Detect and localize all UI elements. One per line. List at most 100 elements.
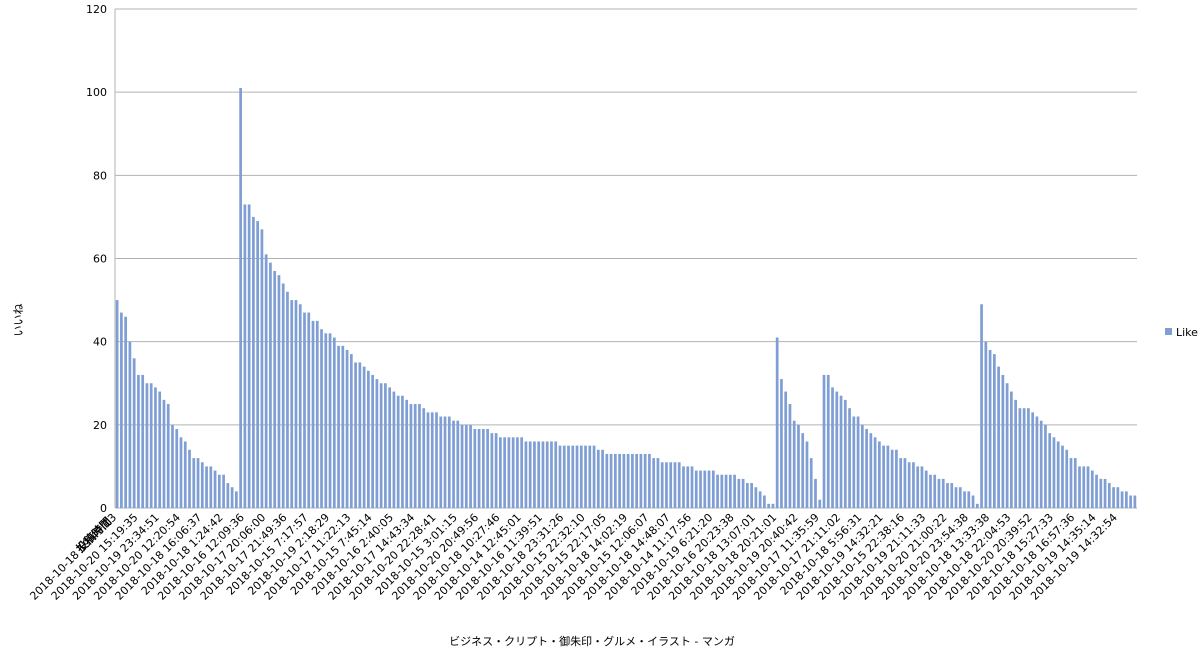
bar — [528, 441, 532, 508]
bar — [320, 329, 323, 508]
bar — [179, 437, 183, 508]
bar — [745, 483, 749, 508]
bar — [711, 470, 715, 508]
bar — [324, 333, 328, 508]
bar — [1133, 495, 1137, 508]
bar — [158, 391, 162, 508]
bar — [605, 453, 609, 508]
bar — [183, 441, 187, 508]
bar — [784, 391, 788, 508]
bar — [490, 433, 494, 508]
bar — [988, 349, 992, 508]
bar — [422, 408, 426, 508]
bar — [997, 366, 1000, 508]
bar — [149, 383, 153, 508]
bar — [286, 291, 289, 508]
bar — [188, 449, 191, 508]
bar — [1124, 491, 1128, 508]
bar — [192, 458, 196, 508]
bar — [903, 458, 907, 508]
x-axis-title: ビジネス・クリプト・御朱印・グルメ・イラスト - マンガ — [449, 634, 735, 648]
bar — [626, 453, 630, 508]
bar — [362, 366, 366, 508]
bar — [345, 349, 349, 508]
bar — [707, 470, 711, 508]
bar — [303, 312, 306, 508]
bar — [946, 483, 949, 508]
bar — [1082, 466, 1086, 508]
y-tick-label: 20 — [93, 419, 107, 432]
bar — [477, 428, 481, 508]
bar — [409, 404, 413, 508]
bar — [750, 483, 753, 508]
bar — [886, 445, 890, 508]
bar — [967, 491, 971, 508]
bar — [950, 483, 954, 508]
bar — [814, 478, 817, 508]
bar — [524, 441, 528, 508]
y-axis-title: いいね — [12, 304, 25, 337]
bar — [643, 453, 647, 508]
bar — [763, 495, 766, 508]
bar — [162, 399, 166, 508]
bar — [822, 374, 826, 508]
bar — [839, 395, 843, 508]
bar — [980, 304, 983, 508]
bar — [758, 491, 762, 508]
bar — [460, 424, 464, 508]
bar — [878, 441, 881, 508]
bar — [899, 458, 903, 508]
bar — [865, 428, 868, 508]
bar — [1069, 458, 1073, 508]
bar — [797, 424, 800, 508]
bar — [1031, 412, 1035, 508]
bar — [481, 428, 485, 508]
bar — [120, 312, 123, 508]
bar — [171, 424, 174, 508]
bar — [656, 458, 660, 508]
bar — [388, 387, 392, 508]
bar — [792, 420, 796, 508]
bar — [613, 453, 617, 508]
bar — [1005, 383, 1009, 508]
bar — [1120, 491, 1124, 508]
bar — [1018, 408, 1022, 508]
bar — [579, 445, 583, 508]
bar — [1044, 424, 1047, 508]
bar — [818, 499, 822, 508]
bar — [298, 304, 302, 508]
bar — [426, 412, 430, 508]
bar — [418, 404, 421, 508]
bar — [384, 383, 387, 508]
bar — [767, 503, 771, 508]
bar — [413, 404, 417, 508]
bar — [226, 483, 230, 508]
bar — [1061, 445, 1064, 508]
bar — [464, 424, 468, 508]
bar — [724, 474, 728, 508]
bar — [486, 428, 489, 508]
bar — [375, 379, 379, 508]
bar — [1035, 416, 1039, 508]
bar — [217, 474, 221, 508]
bar — [1001, 374, 1005, 508]
bar — [673, 462, 677, 508]
bar — [686, 466, 690, 508]
bar — [601, 449, 604, 508]
bar — [941, 478, 945, 508]
y-tick-label: 0 — [100, 502, 107, 515]
bar — [141, 374, 145, 508]
bar — [937, 478, 941, 508]
bar — [507, 437, 511, 508]
bar — [405, 399, 409, 508]
bar — [230, 487, 234, 508]
bar — [682, 466, 685, 508]
bar — [358, 362, 362, 508]
bar — [954, 487, 958, 508]
bar — [609, 453, 613, 508]
legend-label: Like — [1176, 326, 1198, 339]
bar — [920, 466, 924, 508]
bar — [452, 420, 455, 508]
bar — [631, 453, 634, 508]
